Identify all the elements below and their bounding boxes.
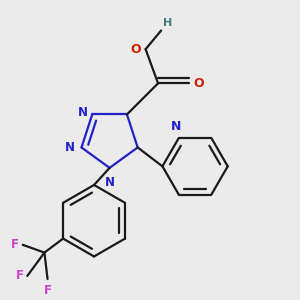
Text: N: N: [78, 106, 88, 119]
Text: H: H: [163, 18, 172, 28]
Text: F: F: [11, 238, 19, 251]
Text: N: N: [105, 176, 115, 189]
Text: N: N: [170, 120, 181, 134]
Text: O: O: [130, 43, 141, 56]
Text: N: N: [65, 141, 75, 154]
Text: O: O: [194, 77, 204, 90]
Text: F: F: [16, 269, 24, 282]
Text: F: F: [44, 284, 52, 297]
